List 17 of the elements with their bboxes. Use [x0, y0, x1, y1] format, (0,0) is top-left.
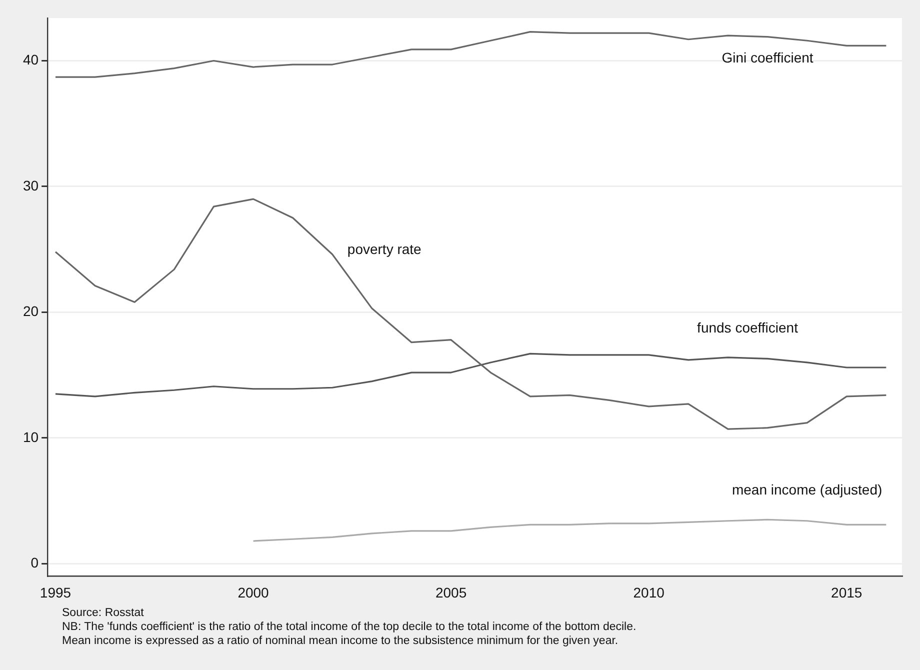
y-tick-label: 0: [30, 554, 39, 570]
series-label: Gini coefficient: [722, 50, 814, 66]
source-note: Source: Rosstat: [62, 606, 145, 620]
text: Mean income is expressed as a ratio of nominal mean income to the subsistence minimum for the given year.: [62, 634, 620, 648]
series-label: poverty rate: [347, 241, 422, 258]
y-tick-label: 10: [22, 428, 39, 445]
y-tick-label: 20: [22, 303, 39, 320]
series-label: mean income (adjusted): [732, 482, 882, 498]
series-label: funds coefficient: [697, 320, 798, 336]
y-tick-label: 40: [22, 52, 39, 68]
x-tick-label: 1995: [40, 584, 72, 600]
x-tick-label: 2015: [831, 584, 862, 600]
x-tick-label: 2000: [238, 584, 270, 600]
text: NB: The 'funds coefficient' is the ratio of the total income of the top decile to the total income of the bottom decile.: [62, 620, 636, 634]
x-tick-label: 2010: [633, 584, 665, 600]
x-tick-label: 2005: [435, 584, 467, 600]
y-tick-label: 30: [22, 177, 39, 194]
